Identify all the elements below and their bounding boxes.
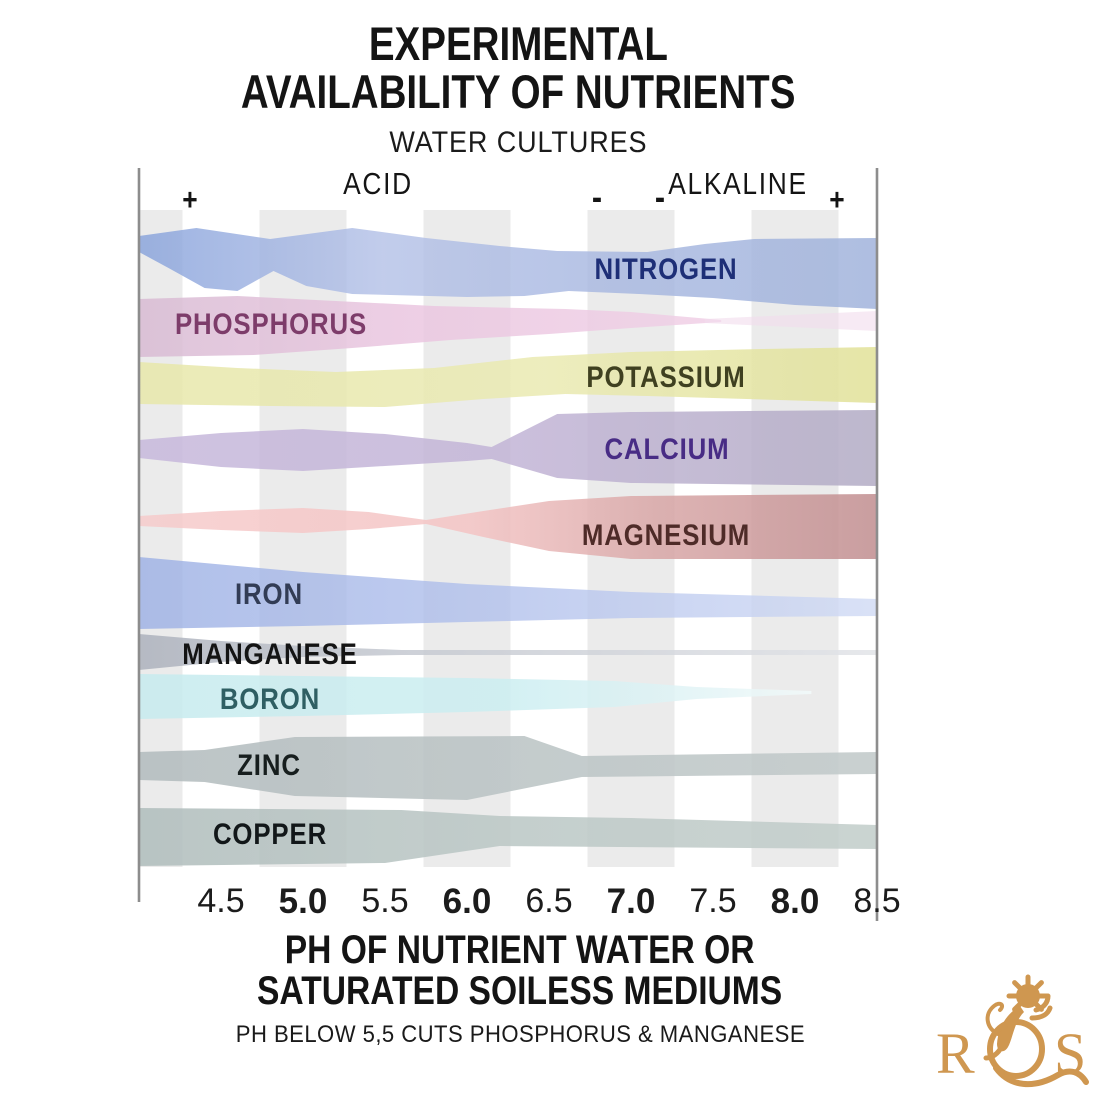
rqs-lion-icon (983, 974, 1053, 1061)
band-phosphorus-faint (704, 311, 877, 331)
page-subtitle: WATER CULTURES (0, 126, 1036, 160)
logo-letter-s: S (1054, 1021, 1086, 1086)
axis-label-line-2: SATURATED SOILESS MEDIUMS (257, 969, 783, 1014)
alkaline-zone-label: ALKALINE (668, 166, 808, 201)
alkaline-minus-sign: - (654, 176, 666, 217)
page-title-line-2-text: AVAILABILITY OF NUTRIENTS (240, 64, 796, 118)
band-zinc (139, 736, 877, 800)
band-calcium (139, 410, 877, 486)
axis-footnote: PH BELOW 5,5 CUTS PHOSPHORUS & MANGANESE (235, 1021, 805, 1049)
logo-q-tail (993, 1065, 1089, 1088)
band-copper (139, 808, 877, 866)
page-title-line-1: EXPERIMENTAL (0, 20, 1036, 68)
logo-letter-r: R (936, 1021, 975, 1086)
acid-zone-label: ACID (343, 166, 413, 201)
logo-letter-q (987, 1019, 1045, 1079)
page-subtitle-text: WATER CULTURES (388, 125, 648, 159)
band-phosphorus (139, 296, 722, 357)
band-potassium (139, 347, 877, 407)
band-manganese (139, 634, 877, 670)
alkaline-plus-sign: + (829, 182, 845, 217)
page-title-line-2: AVAILABILITY OF NUTRIENTS (0, 64, 1036, 118)
page-title-line-1-text: EXPERIMENTAL (368, 17, 668, 70)
band-magnesium (139, 494, 877, 559)
rqs-logo-graphic: R S (936, 974, 1089, 1088)
x-axis-caption: PH OF NUTRIENT WATER OR SATURATED SOILES… (0, 928, 1040, 1049)
acid-plus-sign: + (182, 182, 198, 217)
title-block: EXPERIMENTAL AVAILABILITY OF NUTRIENTS W… (0, 20, 1036, 160)
rqs-logo: R S (936, 974, 1100, 1100)
band-boron (139, 674, 812, 719)
acid-minus-sign: - (591, 176, 603, 217)
band-nitrogen (139, 228, 877, 309)
axis-label-line-1: PH OF NUTRIENT WATER OR (285, 928, 755, 972)
band-iron (139, 557, 877, 629)
